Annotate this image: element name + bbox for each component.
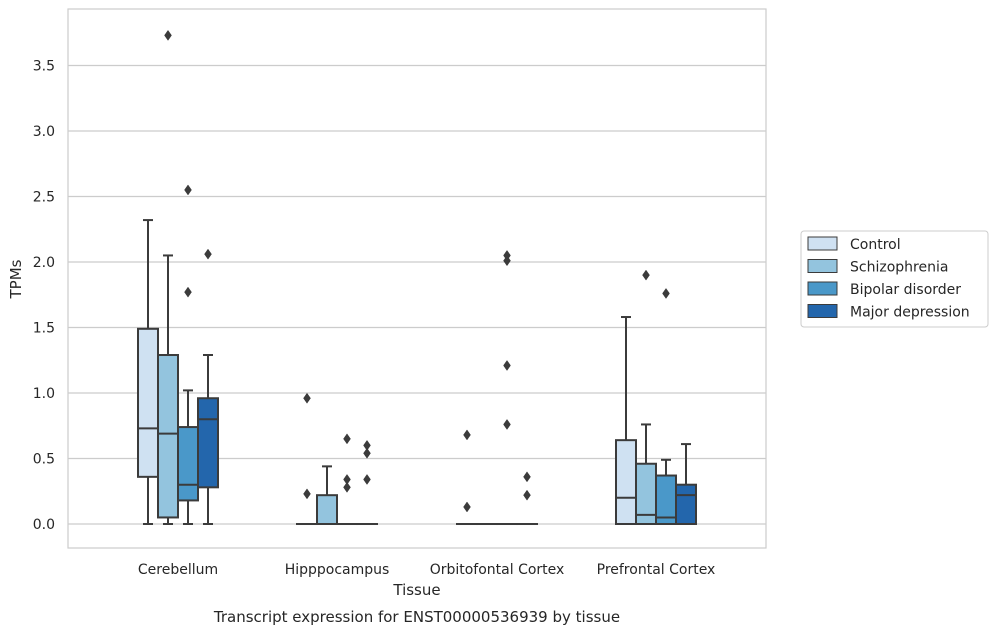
x-tick-label: Orbitofontal Cortex [430, 562, 565, 578]
outlier-point [343, 433, 351, 445]
outlier-point [303, 392, 311, 404]
box-3-0 [615, 316, 637, 525]
box-3-1 [635, 269, 657, 525]
box-1-0 [296, 392, 318, 526]
x-tick-label: Cerebellum [138, 562, 218, 578]
box-3-2 [655, 288, 677, 525]
box-1-3 [356, 439, 378, 526]
outlier-point [184, 184, 192, 196]
box-0-3 [197, 248, 219, 525]
box-body [137, 327, 159, 478]
chart-caption: Transcript expression for ENST0000053693… [213, 608, 620, 626]
y-tick-label: 1.0 [33, 386, 55, 402]
outlier-point [184, 286, 192, 298]
outlier-point [503, 360, 511, 371]
box-body [157, 354, 179, 519]
y-tick-label: 0.0 [33, 517, 55, 533]
boxes [137, 29, 697, 526]
y-tick-label: 2.0 [33, 255, 55, 271]
y-tick-label: 3.0 [33, 124, 55, 140]
box-body [316, 494, 338, 525]
legend-swatch [807, 259, 838, 273]
outlier-point [642, 269, 650, 281]
legend-label: Major depression [850, 305, 970, 321]
y-axis-label: TPMs [7, 259, 25, 299]
box-2-3 [516, 471, 538, 526]
outlier-point [662, 288, 670, 299]
x-axis-ticks: Cerebellum Hipppocampus Orbitofontal Corte… [138, 562, 715, 578]
box-2-2 [496, 250, 518, 526]
y-axis-ticks: 0.0 0.5 1.0 1.5 2.0 2.5 3.0 3.5 [33, 59, 55, 534]
legend-label: Schizophrenia [850, 260, 948, 276]
legend-swatch [807, 236, 838, 251]
outlier-point [363, 447, 371, 459]
outlier-point [164, 29, 172, 41]
y-tick-label: 3.5 [33, 59, 55, 75]
outlier-point [503, 255, 511, 267]
outlier-point [363, 474, 371, 485]
box-0-0 [137, 219, 159, 525]
box-1-2 [336, 433, 358, 526]
legend-swatch [807, 304, 838, 318]
box-0-2 [177, 184, 199, 525]
box-body [675, 483, 697, 526]
box-body [197, 397, 219, 489]
outlier-point [463, 429, 471, 441]
x-tick-label: Prefrontal Cortex [597, 562, 716, 578]
box-3-3 [675, 443, 697, 526]
box-2-0 [456, 429, 478, 526]
outlier-point [463, 501, 471, 513]
x-axis-label: Tissue [392, 581, 440, 599]
y-tick-label: 1.5 [33, 321, 55, 337]
legend: Control Schizophrenia Bipolar disorder Majo… [800, 230, 989, 328]
y-tick-label: 0.5 [33, 452, 55, 468]
outlier-point [523, 489, 531, 501]
legend-label: Control [850, 237, 901, 253]
y-tick-label: 2.5 [33, 190, 55, 206]
outlier-point [503, 419, 511, 430]
box-1-1 [316, 465, 338, 525]
box-body [615, 439, 637, 525]
plot-frame [67, 8, 767, 549]
legend-label: Bipolar disorder [850, 282, 961, 298]
box-body [177, 426, 199, 502]
outlier-point [204, 248, 212, 260]
legend-frame [800, 230, 989, 328]
outlier-point [523, 471, 531, 483]
outlier-point [343, 481, 351, 493]
x-tick-label: Hipppocampus [285, 562, 390, 578]
box-0-1 [157, 29, 179, 525]
outlier-point [303, 488, 311, 500]
legend-swatch [807, 281, 838, 296]
